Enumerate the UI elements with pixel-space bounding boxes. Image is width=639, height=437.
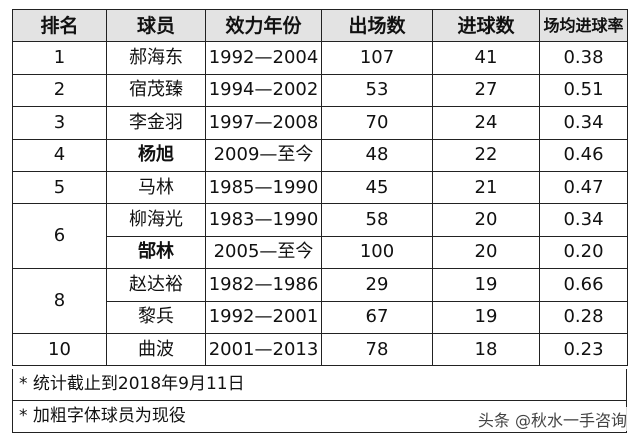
header-player: 球员: [106, 8, 206, 43]
years-cell: 2009—至今: [205, 138, 322, 172]
player-cell: 赵达裕: [106, 268, 206, 302]
apps-cell: 29: [321, 268, 433, 302]
ratio-cell: 0.47: [539, 170, 628, 205]
rank-cell: 8: [12, 268, 107, 334]
note-cutoff-date: * 统计截止到2018年9月11日: [12, 369, 627, 401]
apps-cell: 78: [321, 332, 433, 367]
rank-cell: 5: [12, 170, 107, 205]
goals-cell: 19: [432, 300, 540, 334]
years-cell: 1982—1986: [205, 268, 322, 302]
years-cell: 1985—1990: [205, 170, 322, 205]
goals-cell: 21: [432, 170, 540, 205]
rank-cell: 10: [12, 332, 107, 367]
player-cell: 黎兵: [106, 300, 206, 334]
goals-cell: 27: [432, 73, 540, 108]
ratio-cell: 0.38: [539, 41, 628, 75]
table-row: 5 马林 1985—1990 45 21 0.47: [12, 170, 628, 205]
rank-cell: 1: [12, 41, 107, 75]
years-cell: 2001—2013: [205, 332, 322, 367]
apps-cell: 58: [321, 203, 433, 237]
apps-cell: 107: [321, 41, 433, 75]
ratio-cell: 0.46: [539, 138, 628, 172]
ratio-cell: 0.66: [539, 268, 628, 302]
goals-cell: 18: [432, 332, 540, 367]
years-cell: 1983—1990: [205, 203, 322, 237]
rank-cell: 6: [12, 203, 107, 270]
goals-cell: 41: [432, 41, 540, 75]
goals-cell: 22: [432, 138, 540, 172]
table-row: 3 李金羽 1997—2008 70 24 0.34: [12, 106, 628, 140]
player-cell: 曲波: [106, 332, 206, 367]
header-rank: 排名: [12, 8, 107, 43]
apps-cell: 45: [321, 170, 433, 205]
player-cell: 宿茂臻: [106, 73, 206, 108]
goals-cell: 19: [432, 268, 540, 302]
goals-cell: 24: [432, 106, 540, 140]
table-row: 8 赵达裕 1982—1986 29 19 0.66: [12, 268, 628, 334]
table-row: 2 宿茂臻 1994—2002 53 27 0.51: [12, 73, 628, 108]
table-row: 6 柳海光 1983—1990 58 20 0.34: [12, 203, 628, 270]
years-cell: 1994—2002: [205, 73, 322, 108]
ratio-cell: 0.20: [539, 235, 628, 270]
rank-cell: 3: [12, 106, 107, 140]
player-cell-active: 郜林: [106, 235, 206, 270]
apps-cell: 70: [321, 106, 433, 140]
table-row: 黎兵 1992—2001 67 19 0.28: [13, 300, 628, 334]
table-row: 郜林 2005—至今 100 20 0.20: [13, 235, 628, 270]
years-cell: 2005—至今: [205, 235, 322, 270]
table-row: 4 杨旭 2009—至今 48 22 0.46: [12, 138, 628, 172]
years-cell: 1992—2001: [205, 300, 322, 334]
header-ratio: 场均进球率: [539, 8, 628, 43]
rank-cell: 4: [12, 138, 107, 172]
table-row: 10 曲波 2001—2013 78 18 0.23: [12, 332, 628, 367]
years-cell: 1992—2004: [205, 41, 322, 75]
apps-cell: 48: [321, 138, 433, 172]
header-apps: 出场数: [321, 8, 433, 43]
header-goals: 进球数: [432, 8, 540, 43]
goals-cell: 20: [432, 203, 540, 237]
years-cell: 1997—2008: [205, 106, 322, 140]
player-cell: 马林: [106, 170, 206, 205]
ratio-cell: 0.34: [539, 106, 628, 140]
header-row: 排名 球员 效力年份 出场数 进球数 场均进球率: [12, 8, 628, 43]
apps-cell: 100: [321, 235, 433, 270]
header-years: 效力年份: [205, 8, 322, 43]
player-cell: 柳海光: [106, 203, 206, 237]
watermark: 头条 @秋水一手咨询: [475, 407, 629, 431]
ratio-cell: 0.28: [539, 300, 628, 334]
ratio-cell: 0.23: [539, 332, 628, 367]
player-cell: 郝海东: [106, 41, 206, 75]
rank-cell: 2: [12, 73, 107, 108]
apps-cell: 67: [321, 300, 433, 334]
ratio-cell: 0.34: [539, 203, 628, 237]
scorers-table: 排名 球员 效力年份 出场数 进球数 场均进球率 1 郝海东 1992—2004…: [12, 8, 628, 367]
table-row: 1 郝海东 1992—2004 107 41 0.38: [12, 41, 628, 75]
goals-cell: 20: [432, 235, 540, 270]
player-cell: 李金羽: [106, 106, 206, 140]
apps-cell: 53: [321, 73, 433, 108]
ratio-cell: 0.51: [539, 73, 628, 108]
player-cell-active: 杨旭: [106, 138, 206, 172]
